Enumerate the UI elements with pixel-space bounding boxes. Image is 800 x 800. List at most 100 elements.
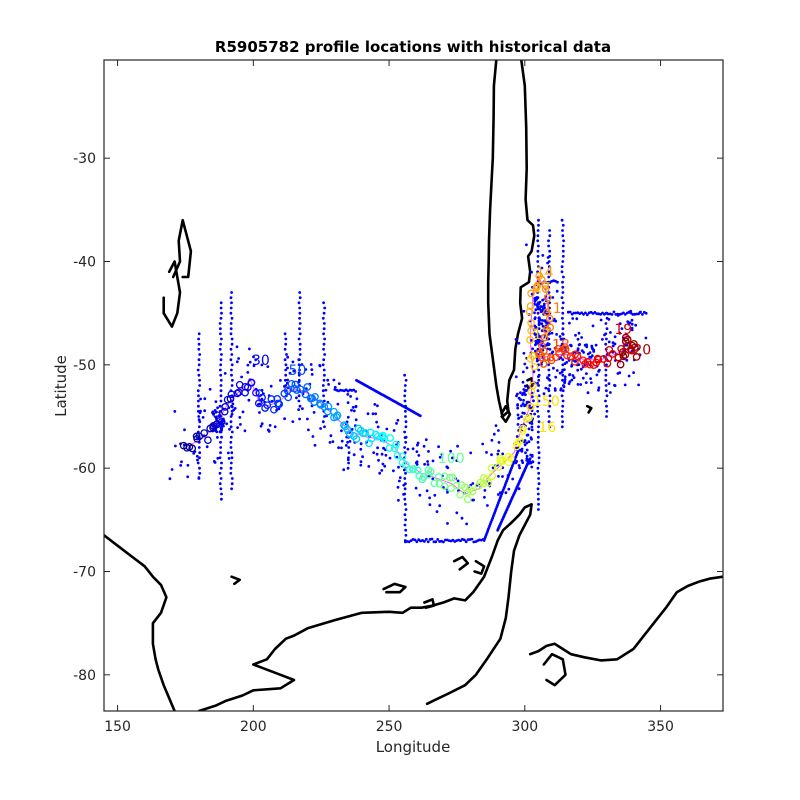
historical-point [381, 462, 385, 466]
historical-point [291, 420, 295, 423]
historical-point [403, 384, 407, 387]
historical-point [396, 418, 400, 422]
coastline [104, 534, 176, 711]
historical-point [392, 469, 395, 473]
historical-point [515, 460, 519, 463]
historical-point [511, 477, 515, 481]
historical-point [229, 466, 233, 470]
historical-point [514, 338, 518, 341]
historical-point [537, 384, 540, 387]
historical-point [548, 425, 552, 429]
historical-point [220, 497, 223, 501]
historical-point [536, 389, 540, 393]
historical-point [532, 399, 535, 403]
historical-point [537, 378, 541, 382]
historical-point [518, 466, 521, 470]
profile-marker [603, 359, 612, 368]
historical-point [520, 447, 524, 451]
historical-point [446, 466, 450, 470]
historical-point [516, 404, 519, 407]
historical-point [404, 409, 407, 413]
historical-point [548, 229, 551, 232]
profile-marker [632, 353, 641, 361]
historical-point [298, 296, 302, 300]
historical-point [501, 452, 505, 456]
historical-point [197, 409, 200, 413]
historical-point [348, 440, 352, 443]
historical-point [404, 420, 408, 424]
historical-point [310, 373, 314, 376]
historical-point [492, 432, 496, 436]
historical-point [471, 482, 475, 485]
coastline [586, 404, 593, 414]
historical-point [418, 414, 422, 418]
historical-point [295, 396, 298, 400]
historical-point [561, 280, 564, 284]
historical-point [219, 306, 223, 310]
profile-marker [200, 429, 209, 437]
profile-number-label: 19 [614, 322, 632, 338]
profile-marker [555, 349, 563, 358]
historical-point [562, 275, 565, 279]
historical-point [572, 376, 576, 379]
historical-point [427, 450, 430, 453]
historical-point [434, 540, 438, 544]
historical-point [229, 415, 233, 418]
historical-point [319, 427, 322, 430]
historical-point [297, 394, 301, 398]
axes-frame [103, 59, 724, 712]
historical-point [563, 380, 567, 384]
historical-point [547, 420, 551, 424]
profile-marker [252, 388, 260, 397]
historical-point [219, 316, 223, 320]
historical-point [404, 435, 408, 439]
historical-point [607, 340, 611, 344]
historical-point [440, 453, 444, 456]
historical-point [219, 342, 223, 346]
historical-point [571, 317, 575, 320]
historical-point [597, 386, 601, 390]
historical-point [516, 392, 519, 396]
historical-point [581, 376, 585, 380]
historical-point [597, 370, 600, 373]
historical-point [197, 358, 201, 362]
historical-point [521, 380, 525, 384]
x-tick-label: 150 [104, 719, 131, 735]
y-tick-label: -80 [73, 668, 96, 684]
historical-point [336, 402, 340, 406]
historical-point [525, 448, 529, 452]
historical-point [397, 498, 400, 502]
historical-point [533, 311, 536, 315]
profile-marker [440, 482, 449, 491]
historical-point [385, 427, 389, 431]
historical-point [548, 254, 552, 258]
historical-point [322, 301, 325, 305]
historical-point [323, 425, 326, 429]
profile-marker [263, 401, 272, 410]
historical-point [230, 373, 233, 377]
historical-point [352, 453, 356, 457]
historical-point [525, 457, 529, 461]
historical-point [367, 465, 371, 468]
historical-point [446, 490, 449, 494]
historical-point [523, 362, 527, 366]
historical-point [267, 430, 271, 433]
historical-point [563, 375, 567, 379]
historical-point [520, 459, 524, 462]
historical-point [416, 441, 420, 445]
historical-point [235, 345, 239, 349]
profile-marker [361, 429, 370, 437]
historical-point [516, 423, 520, 426]
historical-point [388, 456, 392, 460]
historical-point [536, 440, 540, 444]
profile-marker [426, 467, 435, 476]
historical-point [536, 492, 540, 496]
profile-marker [563, 351, 571, 360]
historical-point [537, 368, 541, 372]
historical-point [214, 400, 218, 403]
historical-point [605, 316, 609, 320]
historical-point [534, 339, 538, 343]
historical-point [218, 482, 222, 486]
historical-point [607, 382, 611, 385]
historical-point [220, 311, 223, 315]
